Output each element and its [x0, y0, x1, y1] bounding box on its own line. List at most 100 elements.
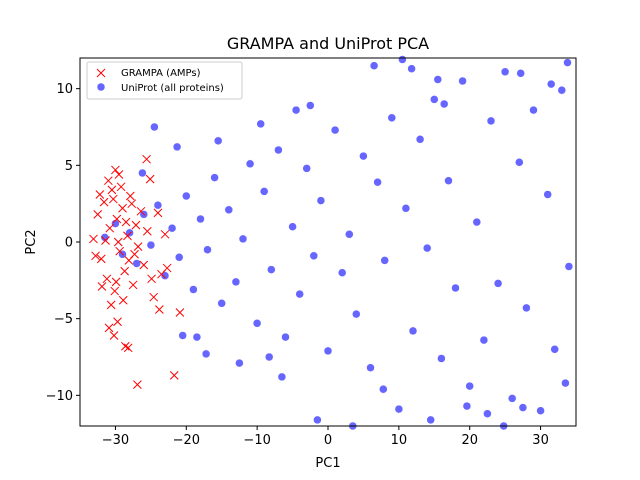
uniprot-point	[295, 289, 304, 299]
uniprot-point	[196, 214, 205, 224]
uniprot-point	[259, 187, 269, 196]
uniprot-point	[543, 190, 552, 199]
grampa-point	[97, 282, 107, 291]
y-tick-label: −5	[54, 312, 73, 327]
uniprot-point	[238, 234, 248, 244]
uniprot-point	[401, 204, 411, 213]
uniprot-point	[150, 122, 159, 132]
grampa-point	[103, 176, 113, 186]
uniprot-point	[203, 245, 212, 254]
chart-title: GRAMPA and UniProt PCA	[227, 34, 429, 53]
grampa-point	[120, 341, 130, 351]
grampa-point	[155, 305, 164, 314]
grampa-point	[114, 170, 124, 179]
grampa-point	[121, 217, 131, 227]
uniprot-point	[235, 358, 244, 368]
uniprot-point	[536, 406, 545, 415]
grampa-point	[111, 165, 120, 175]
uniprot-point	[178, 331, 187, 340]
uniprot-point	[313, 415, 322, 425]
uniprot-point	[465, 381, 474, 391]
uniprot-point	[515, 158, 524, 167]
x-tick-label: −10	[243, 433, 270, 448]
uniprot-point	[274, 145, 283, 155]
uniprot-point	[426, 415, 435, 425]
grampa-point	[133, 380, 142, 389]
grampa-point	[128, 280, 138, 290]
uniprot-point	[369, 61, 379, 70]
uniprot-point	[458, 76, 467, 86]
uniprot-point	[210, 173, 219, 182]
uniprot-point	[366, 363, 375, 372]
uniprot-point	[563, 58, 572, 67]
uniprot-point	[224, 205, 234, 215]
grampa-point	[116, 182, 126, 192]
grampa-point	[169, 371, 179, 380]
x-tick-label: −30	[102, 433, 129, 448]
grampa-point	[111, 277, 121, 287]
uniprot-point	[309, 251, 319, 261]
grampa-point	[131, 220, 141, 230]
y-tick-label: 0	[65, 236, 73, 251]
uniprot-point	[172, 142, 182, 152]
uniprot-point	[373, 177, 382, 187]
uniprot-point	[330, 125, 340, 135]
y-tick-label: 10	[56, 82, 73, 97]
grampa-point	[133, 242, 143, 251]
legend-box	[86, 61, 243, 100]
legend-label-uniprot: UniProt (all proteins)	[121, 83, 224, 94]
uniprot-point	[245, 159, 255, 169]
uniprot-point	[394, 404, 404, 414]
y-axis-label: PC2	[24, 229, 39, 254]
grampa-point	[175, 308, 185, 317]
uniprot-point	[415, 135, 425, 144]
uniprot-point	[451, 283, 460, 293]
uniprot-point	[472, 217, 482, 227]
uniprot-point	[407, 64, 416, 73]
grampa-point	[109, 331, 119, 340]
grampa-point	[108, 194, 118, 204]
uniprot-point	[201, 349, 211, 359]
grampa-point	[118, 295, 128, 305]
x-tick-label: 10	[391, 433, 408, 448]
uniprot-point	[146, 240, 156, 250]
uniprot-point	[213, 136, 223, 146]
uniprot-point	[439, 99, 449, 109]
uniprot-point	[564, 262, 574, 271]
uniprot-point	[111, 219, 120, 228]
grampa-point	[142, 226, 152, 236]
uniprot-point	[359, 151, 368, 161]
uniprot-point	[493, 279, 503, 288]
uniprot-point	[231, 277, 241, 287]
plot-area	[89, 55, 574, 431]
uniprot-point	[217, 299, 226, 308]
grampa-point	[110, 286, 120, 296]
uniprot-point	[518, 403, 528, 412]
uniprot-point	[323, 346, 333, 356]
grampa-point	[145, 174, 155, 184]
grampa-point	[123, 343, 133, 353]
grampa-point	[147, 274, 156, 284]
uniprot-point	[483, 409, 492, 418]
uniprot-point	[252, 319, 262, 328]
x-tick-label: 30	[532, 433, 549, 448]
grampa-point	[101, 236, 110, 245]
grampa-point	[113, 317, 122, 327]
grampa-point	[139, 260, 149, 270]
uniprot-point	[444, 176, 453, 185]
grampa-point	[96, 254, 106, 264]
grampa-point	[91, 251, 100, 261]
uniprot-point	[546, 79, 556, 89]
legend-marker-grampa-icon	[96, 68, 106, 78]
uniprot-point	[462, 401, 472, 411]
uniprot-point	[153, 200, 163, 210]
uniprot-point	[291, 105, 301, 115]
uniprot-point	[529, 105, 538, 115]
grampa-point	[162, 263, 172, 273]
uniprot-point	[500, 67, 510, 77]
grampa-point	[125, 191, 135, 201]
uniprot-point	[507, 394, 517, 403]
uniprot-point	[160, 271, 170, 280]
uniprot-point	[316, 196, 326, 205]
